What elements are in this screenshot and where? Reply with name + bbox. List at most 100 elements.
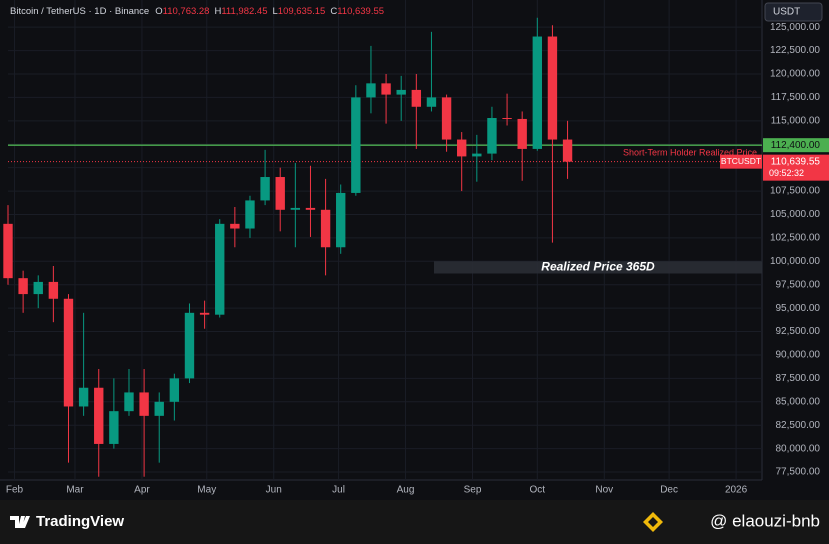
ohlc-value: 111,982.45 (221, 6, 267, 17)
y-tick-label: 102,500.00 (770, 233, 820, 244)
y-tick-label: 105,000.00 (770, 209, 820, 220)
y-tick-label: 115,000.00 (771, 115, 821, 126)
sth-axis-box (763, 138, 829, 153)
x-tick-label: Aug (397, 485, 415, 496)
chart-header: Bitcoin / TetherUS · 1D · Binance O110,76… (10, 6, 384, 17)
symbol-box (720, 154, 762, 169)
candle-body (517, 118, 527, 149)
currency[interactable]: USDT (773, 7, 800, 18)
candle-body (411, 89, 422, 107)
y-tick-label: 120,000.00 (770, 69, 820, 80)
candle-body (351, 97, 361, 193)
candle-body (532, 36, 543, 149)
ohlc-value: 109,635.15 (278, 6, 326, 17)
x-tick-label: Sep (464, 485, 482, 496)
annotations: Realized Price 365D Short-Term Holder Rea… (8, 144, 762, 274)
candle-body (33, 281, 43, 295)
x-tick-label: Jun (266, 485, 282, 496)
candle-body (139, 392, 149, 416)
header-title: Bitcoin / TetherUS · 1D · Binance (10, 6, 149, 17)
sth-axis-label: 112,400.00 (771, 140, 821, 151)
price-axis-label: 110,639.55 (771, 156, 821, 167)
y-tick-label: 125,000.00 (770, 22, 820, 33)
brand-logo (10, 516, 30, 528)
candle-body (290, 207, 301, 210)
candle-body (124, 392, 134, 412)
candle-body (245, 200, 255, 229)
candle-body (547, 36, 558, 140)
y-tick-label: 97,500.00 (776, 279, 821, 290)
handle: @ elaouzi-bnb (710, 511, 820, 530)
candle-body (169, 378, 180, 402)
footer-bar (0, 500, 829, 544)
ohlc-label: H (214, 6, 221, 17)
candle-body (48, 281, 59, 299)
realized-band-label: Realized Price 365D (541, 260, 655, 274)
candle-body (336, 192, 346, 248)
candle-body (562, 139, 573, 162)
candle-body (109, 411, 119, 444)
y-tick-label: 90,000.00 (776, 350, 821, 361)
ohlc-value: 110,639.55 (337, 6, 384, 17)
x-tick-label: Jul (332, 485, 345, 496)
ohlc-value: 110,763.28 (163, 6, 210, 17)
candle-body (184, 312, 195, 379)
candle-body (305, 207, 316, 210)
plot-background (0, 0, 829, 500)
candle-body (320, 209, 331, 248)
x-tick-label: Feb (6, 485, 24, 496)
y-tick-label: 77,500.00 (776, 467, 821, 478)
ohlc-label: C (330, 6, 337, 17)
x-tick-label: 2026 (725, 485, 748, 496)
x-tick-label: Nov (595, 485, 613, 496)
candle-body (426, 97, 437, 107)
candle-body (457, 139, 467, 157)
candle-body (366, 83, 376, 98)
axes: 77,500.00 80,000.00 82,500.00 85,000.00 87,5… (6, 22, 829, 496)
y-tick-label: 82,500.00 (776, 420, 821, 431)
x-tick-label: Mar (66, 485, 84, 496)
sth-label: Short-Term Holder Realized Price (623, 148, 757, 158)
y-tick-label: 107,500.00 (770, 186, 820, 197)
y-tick-label: 95,000.00 (776, 303, 821, 314)
candle-body (78, 387, 89, 407)
x-tick-label: Oct (530, 485, 546, 496)
ohlc-label: O (155, 6, 162, 17)
handle-icon (643, 512, 663, 532)
candles (3, 17, 573, 477)
candle-body (154, 401, 164, 416)
candle-body (502, 118, 512, 120)
candle-body (94, 387, 104, 444)
y-tick-label: 80,000.00 (776, 443, 821, 454)
y-tick-label: 100,000.00 (770, 256, 820, 267)
candle-body (487, 118, 497, 154)
candle-body (441, 97, 452, 140)
candle-body (230, 223, 240, 229)
ohlc-label: L (272, 6, 277, 17)
symbol-label: BTCUSDT (721, 156, 761, 166)
candle-body (396, 89, 406, 95)
y-tick-label: 122,500.00 (770, 45, 820, 56)
y-tick-label: 117,500.00 (771, 92, 821, 103)
currency-box[interactable] (764, 2, 823, 22)
price-axis-box (763, 154, 829, 181)
grid (8, 0, 762, 480)
candle-body (381, 83, 391, 95)
candle-body (3, 223, 13, 279)
candle-body (199, 312, 210, 315)
candle-body (63, 298, 74, 407)
candle-body (260, 177, 270, 201)
brand: TradingView (36, 513, 124, 530)
y-tick-label: 92,500.00 (776, 326, 821, 337)
x-tick-label: Dec (660, 485, 678, 496)
candle-body (275, 177, 285, 210)
x-tick-label: May (197, 485, 216, 496)
countdown: 09:52:32 (769, 168, 804, 178)
realized-band (434, 261, 762, 274)
y-tick-label: 85,000.00 (776, 396, 821, 407)
candle-body (18, 278, 28, 295)
y-tick-label: 87,500.00 (776, 373, 821, 384)
candle-body (472, 153, 482, 157)
candle-body (215, 223, 225, 315)
